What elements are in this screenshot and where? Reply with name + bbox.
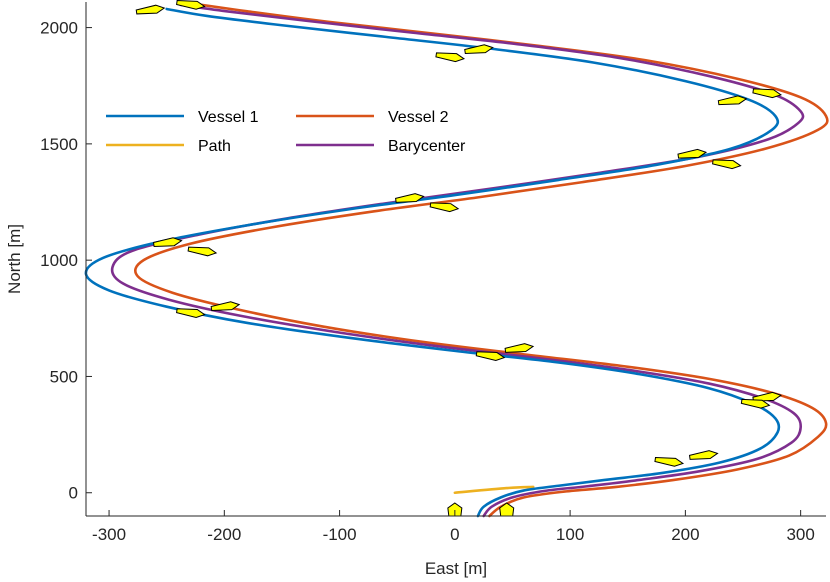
legend-label-path: Path xyxy=(198,138,231,155)
vessel-marker-16 xyxy=(475,351,506,361)
vessel-marker-7 xyxy=(677,148,708,159)
y-axis-label: North [m] xyxy=(5,224,24,294)
vessel-marker-20 xyxy=(654,457,685,467)
vessel-marker-5 xyxy=(717,95,748,106)
legend-label-vessel-2: Vessel 2 xyxy=(388,109,449,126)
x-tick-label: -100 xyxy=(323,525,357,544)
axes xyxy=(85,2,826,517)
vessel-marker-layer xyxy=(135,0,783,517)
vessel-marker-14 xyxy=(176,308,206,318)
vessel-marker-3 xyxy=(464,44,494,54)
x-tick-label: 100 xyxy=(556,525,584,544)
vessel-marker-8 xyxy=(712,159,742,170)
vessel-marker-19 xyxy=(688,450,719,460)
vessel-marker-4 xyxy=(435,52,466,63)
x-tick-label: 0 xyxy=(450,525,459,544)
vessel-marker-2 xyxy=(176,0,206,10)
y-tick-label: 500 xyxy=(50,367,78,386)
series-line-vessel-1 xyxy=(84,7,781,518)
ticks: -300 -200 -100 0 100 200 300 0 500 1000 1500 2000 xyxy=(40,19,815,544)
x-tick-label: -300 xyxy=(92,525,126,544)
vessel-marker-10 xyxy=(429,202,460,213)
x-axis-label: East [m] xyxy=(425,559,487,578)
y-tick-label: 0 xyxy=(69,484,78,503)
vessel-marker-13 xyxy=(210,301,241,311)
vessel-marker-6 xyxy=(752,88,783,99)
vessel-marker-15 xyxy=(504,343,535,353)
y-tick-label: 1500 xyxy=(40,135,78,154)
y-tick-label: 1000 xyxy=(40,251,78,270)
x-tick-label: 200 xyxy=(671,525,699,544)
x-tick-label: 300 xyxy=(786,525,814,544)
x-tick-label: -200 xyxy=(207,525,241,544)
series-line-path xyxy=(453,485,535,495)
series-layer xyxy=(84,1,829,518)
y-tick-label: 2000 xyxy=(40,19,78,38)
vessel-marker-1 xyxy=(135,4,166,15)
series-line-vessel-2 xyxy=(134,1,829,518)
legend: Vessel 1 Vessel 2 Path Barycenter xyxy=(106,109,466,155)
vessel-marker-18 xyxy=(740,398,771,409)
vessel-marker-9 xyxy=(395,193,425,203)
vessel-marker-12 xyxy=(187,246,218,257)
vessel-marker-11 xyxy=(152,237,183,248)
legend-label-vessel-1: Vessel 1 xyxy=(198,109,259,126)
series-line-barycenter xyxy=(110,3,805,518)
legend-label-barycenter: Barycenter xyxy=(388,138,466,155)
